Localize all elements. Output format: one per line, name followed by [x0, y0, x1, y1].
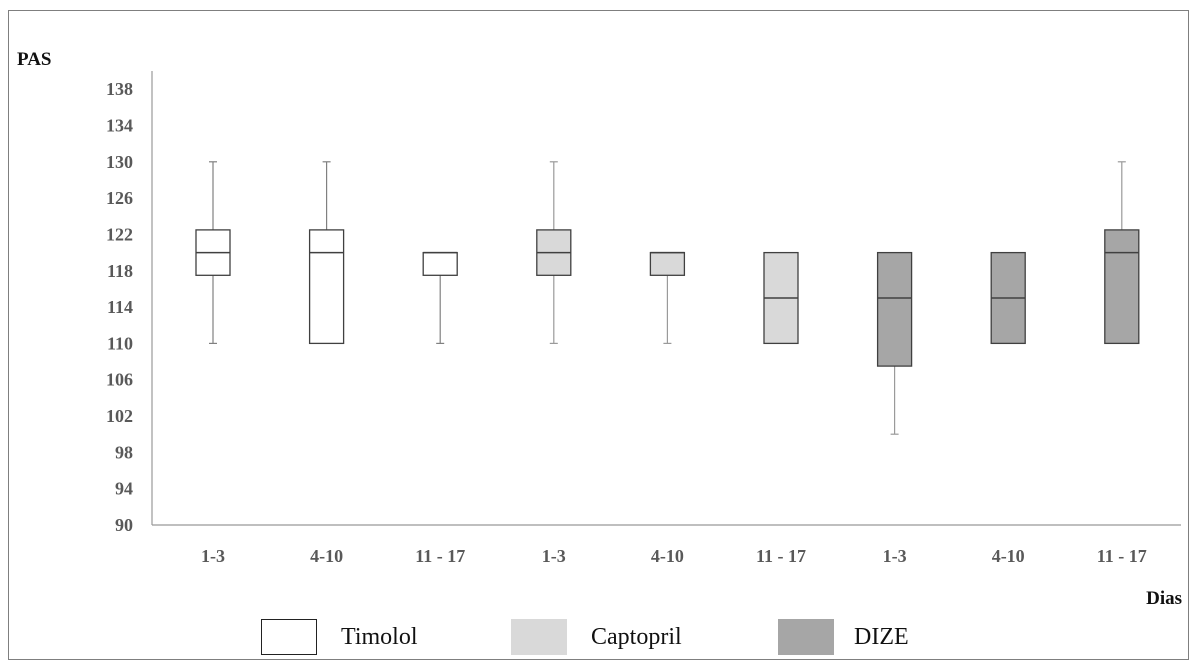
x-tick-label: 11 - 17 — [415, 546, 465, 566]
y-tick-label: 110 — [107, 333, 133, 353]
legend-label-captopril: Captopril — [591, 623, 682, 650]
box-iqr — [876, 251, 913, 367]
x-tick-label: 1-3 — [883, 546, 907, 566]
legend-item-timolol: Timolol — [261, 618, 418, 656]
y-tick-label: 94 — [115, 479, 133, 499]
x-tick-label: 11 - 17 — [1097, 546, 1147, 566]
tick-label-layer: 90 94 98 102 106 110 114 118 122 126 130 134 138 1-3 4… — [106, 79, 1147, 566]
y-tick-label: 114 — [107, 297, 133, 317]
y-tick-label: 106 — [106, 370, 133, 390]
legend-swatch-dize — [778, 619, 834, 655]
box-plot-dize-2 — [1104, 161, 1140, 345]
box-plot-captopril-2 — [763, 251, 799, 345]
y-tick-label: 138 — [106, 79, 133, 99]
x-axis-label: Dias — [1146, 588, 1182, 609]
axes-layer — [151, 71, 1181, 526]
x-tick-label: 4-10 — [651, 546, 684, 566]
boxes-layer — [195, 161, 1140, 435]
box-plot-timolol-2 — [422, 251, 458, 344]
box-iqr — [1104, 229, 1140, 345]
y-tick-label: 98 — [115, 442, 133, 462]
x-tick-label: 1-3 — [542, 546, 566, 566]
x-tick-label: 4-10 — [310, 546, 343, 566]
box-plot-captopril-1 — [649, 251, 686, 344]
legend-label-dize: DIZE — [854, 623, 909, 650]
legend-swatch-captopril — [511, 619, 567, 655]
chart-frame: 90 94 98 102 106 110 114 118 122 126 130 134 138 1-3 4… — [8, 10, 1189, 660]
box-iqr — [649, 251, 686, 276]
box-iqr — [308, 229, 345, 345]
box-plot-timolol-0 — [195, 161, 231, 344]
y-tick-label: 122 — [106, 224, 133, 244]
legend-item-dize: DIZE — [778, 618, 909, 656]
box-iqr — [422, 251, 458, 276]
y-tick-label: 130 — [106, 152, 133, 172]
x-tick-label: 1-3 — [201, 546, 225, 566]
x-tick-label: 4-10 — [992, 546, 1025, 566]
y-tick-label: 90 — [115, 515, 133, 535]
box-plot-timolol-1 — [308, 161, 345, 345]
box-plot-chart: 90 94 98 102 106 110 114 118 122 126 130 134 138 1-3 4… — [17, 49, 1182, 609]
y-tick-label: 134 — [106, 115, 133, 135]
legend-item-captopril: Captopril — [511, 618, 682, 656]
legend-label-timolol: Timolol — [341, 623, 418, 650]
y-tick-label: 102 — [106, 406, 133, 426]
y-tick-label: 118 — [107, 261, 133, 281]
y-tick-label: 126 — [106, 188, 133, 208]
box-plot-dize-1 — [990, 251, 1026, 345]
x-tick-label: 11 - 17 — [756, 546, 806, 566]
legend-swatch-timolol — [261, 619, 317, 655]
box-plot-dize-0 — [876, 251, 913, 435]
y-axis-label: PAS — [17, 49, 51, 70]
box-plot-captopril-0 — [536, 161, 572, 344]
